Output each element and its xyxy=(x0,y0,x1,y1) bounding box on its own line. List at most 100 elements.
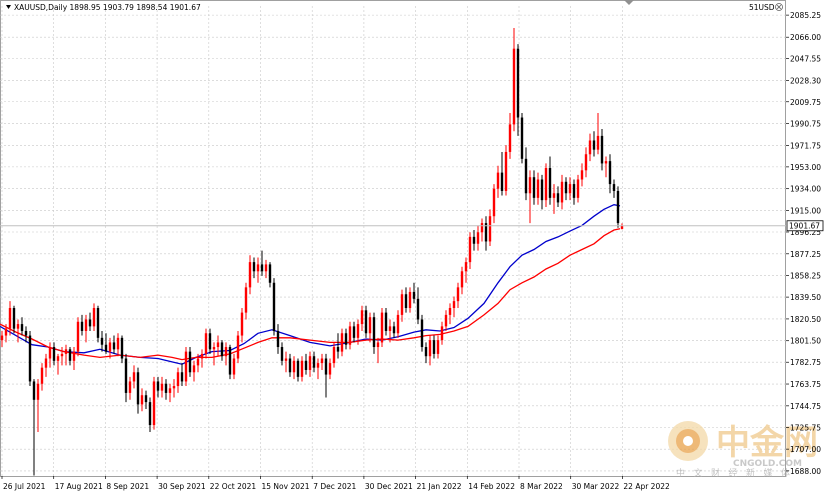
candle-body xyxy=(428,340,432,357)
candle-body xyxy=(64,349,68,354)
candlesticks xyxy=(0,28,624,476)
y-tick-label: 1782.75 xyxy=(790,358,821,367)
candle-body xyxy=(544,168,548,201)
candle xyxy=(76,317,80,357)
candle-body xyxy=(8,308,12,329)
candle-body xyxy=(420,319,424,348)
candle-body xyxy=(128,381,132,393)
candle xyxy=(608,154,612,194)
candle xyxy=(184,347,188,387)
x-tick-label: 8 Mar 2022 xyxy=(520,482,563,491)
y-tick-label: 1820.50 xyxy=(790,315,821,324)
candle xyxy=(464,257,468,283)
candle xyxy=(472,229,476,251)
candle xyxy=(380,308,384,348)
candle xyxy=(364,305,368,338)
candle xyxy=(496,165,500,198)
candle xyxy=(92,303,96,331)
candle-body xyxy=(416,298,420,320)
candle-body xyxy=(488,216,492,242)
candle-body xyxy=(404,294,408,309)
candle-body xyxy=(568,184,572,194)
candle-body xyxy=(344,333,348,345)
candle xyxy=(484,216,488,251)
candle-body xyxy=(312,356,316,368)
candle-body xyxy=(340,333,344,352)
candle xyxy=(468,232,472,269)
candle-body xyxy=(596,135,600,150)
candle xyxy=(240,308,244,343)
candle xyxy=(12,305,16,334)
candle xyxy=(268,262,272,288)
candle xyxy=(4,324,8,343)
candle xyxy=(204,328,208,359)
candle xyxy=(568,177,572,201)
candle xyxy=(604,156,608,178)
candle xyxy=(360,305,364,331)
x-tick-label: 30 Mar 2022 xyxy=(572,482,620,491)
candle-body xyxy=(556,193,560,203)
candle xyxy=(492,184,496,224)
candle-body xyxy=(112,342,116,350)
candle xyxy=(288,353,292,377)
candle-body xyxy=(152,381,156,426)
candle-body xyxy=(576,179,580,198)
candle xyxy=(452,296,456,318)
candle-body xyxy=(348,326,352,345)
candle-body xyxy=(40,367,44,384)
candle xyxy=(536,172,540,205)
candle-body xyxy=(80,321,84,331)
candle-body xyxy=(388,326,392,331)
candle xyxy=(144,390,148,409)
y-tick-label: 1953.00 xyxy=(790,163,821,172)
close-icon[interactable] xyxy=(775,3,783,11)
candle-body xyxy=(496,172,500,189)
candle xyxy=(280,342,284,366)
candle xyxy=(80,314,84,336)
candle xyxy=(428,335,432,366)
candle-body xyxy=(204,333,208,354)
candle xyxy=(356,319,360,345)
candle-body xyxy=(616,190,620,224)
candle-body xyxy=(100,337,104,345)
y-tick-label: 2047.55 xyxy=(790,54,821,63)
candle xyxy=(352,321,356,343)
y-axis: 2085.25 2066.00 2047.55 2028.30 2009.75 1990.… xyxy=(786,11,821,476)
candle-body xyxy=(16,324,20,329)
candle xyxy=(16,319,20,343)
candle-body xyxy=(520,117,524,159)
scroll-shift-marker-icon[interactable] xyxy=(624,0,634,5)
gridlines xyxy=(0,6,786,476)
x-axis: 26 Jul 2021 17 Aug 2021 8 Sep 2021 30 Sep 2… xyxy=(1,476,670,491)
candle-body xyxy=(200,353,204,359)
candle-body xyxy=(292,360,296,373)
candle xyxy=(44,353,48,377)
candle-body xyxy=(72,351,76,361)
candle xyxy=(164,379,168,400)
candle-body xyxy=(68,349,72,361)
candle xyxy=(420,314,424,352)
candle-body xyxy=(240,312,244,336)
candle xyxy=(156,376,160,398)
symbol-header: XAUUSD,Daily 1898.95 1903.79 1898.54 190… xyxy=(14,3,201,12)
y-tick-label: 1744.75 xyxy=(790,402,821,411)
candle-body xyxy=(548,168,552,198)
candle xyxy=(152,376,156,430)
candle xyxy=(344,328,348,350)
candle xyxy=(292,356,296,380)
candle-body xyxy=(48,347,52,359)
candle xyxy=(316,358,320,380)
candle xyxy=(208,328,212,354)
y-tick-label: 1801.50 xyxy=(790,337,821,346)
candle xyxy=(100,330,104,352)
candle xyxy=(416,287,420,325)
candle xyxy=(612,179,616,198)
x-tick-label: 7 Dec 2021 xyxy=(313,482,356,491)
candle-body xyxy=(156,381,160,391)
candle-body xyxy=(132,372,136,382)
candle xyxy=(520,112,524,164)
candle xyxy=(440,321,444,345)
candle xyxy=(432,335,436,359)
dropdown-arrow-icon[interactable] xyxy=(6,5,11,9)
